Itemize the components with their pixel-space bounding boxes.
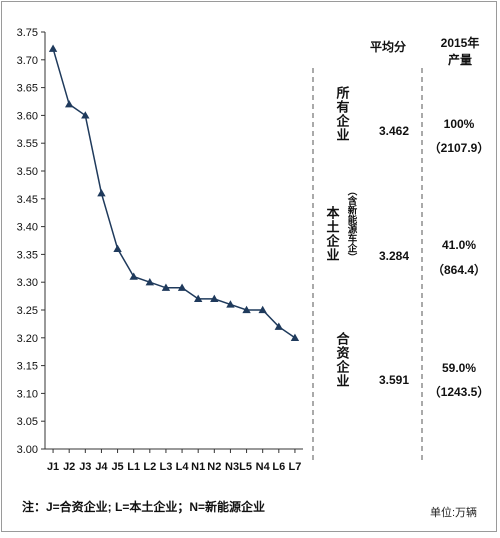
- y-tick-label: 3.15: [17, 361, 38, 373]
- avg-all: 3.462: [379, 124, 409, 138]
- data-point-l7: [290, 333, 300, 341]
- prod-all: （2107.9）: [429, 140, 490, 155]
- y-tick-label: 3.40: [17, 222, 38, 234]
- data-point-l1: [129, 272, 138, 280]
- y-tick-label: 3.05: [17, 416, 38, 428]
- x-tick-label: N1: [191, 461, 205, 473]
- data-point-l6: [274, 322, 284, 330]
- x-tick-label: J1: [47, 461, 59, 473]
- data-point-j5: [113, 244, 122, 252]
- prod-local: （864.4）: [432, 262, 486, 277]
- x-tick-label: L1: [127, 461, 140, 473]
- data-point-l3: [161, 283, 171, 291]
- y-tick-label: 3.00: [17, 444, 38, 456]
- y-tick-label: 3.65: [17, 83, 38, 95]
- series-line: [52, 48, 296, 339]
- avg-jv: 3.591: [379, 373, 409, 387]
- data-point-j2: [64, 100, 74, 108]
- x-tick-label: J4: [95, 461, 108, 473]
- pct-jv: 59.0%: [442, 361, 476, 375]
- x-tick-label: J2: [63, 461, 75, 473]
- footnote: 注：J=合资企业; L=本土企业；N=新能源企业: [22, 499, 265, 514]
- pct-local: 41.0%: [442, 238, 476, 252]
- group-subnote-local: （含新能源车企）: [346, 186, 359, 262]
- x-tick-label: L3: [160, 461, 173, 473]
- data-point-l4: [177, 283, 187, 291]
- group-label-local: 本土企业: [325, 205, 341, 262]
- data-point-n4: [258, 305, 267, 314]
- x-tick-label: L2: [143, 461, 156, 473]
- y-tick-label: 3.55: [17, 138, 38, 150]
- y-tick-label: 3.75: [17, 27, 38, 39]
- series-markers: [48, 44, 300, 341]
- data-point-j4: [97, 189, 106, 197]
- prod-jv: （1243.5）: [429, 384, 490, 399]
- y-tick-label: 3.70: [17, 55, 38, 67]
- x-tick-label: J5: [111, 461, 123, 473]
- x-tick-label: N2: [207, 461, 221, 473]
- data-point-n2: [210, 294, 219, 303]
- x-tick-label: L4: [176, 461, 190, 473]
- y-tick-label: 3.45: [17, 194, 38, 206]
- pct-all: 100%: [444, 117, 475, 131]
- data-point-l5: [242, 305, 251, 314]
- y-tick-label: 3.50: [17, 166, 38, 178]
- x-tick-label: J3: [79, 461, 91, 473]
- x-tick-label: L6: [272, 461, 285, 473]
- data-point-n3: [226, 300, 235, 308]
- y-tick-label: 3.10: [17, 388, 38, 400]
- y-tick-label: 3.25: [17, 305, 38, 317]
- header-year: 2015年: [441, 35, 480, 50]
- x-tick-label: N3L5: [225, 461, 252, 473]
- x-ticks: J1 J2 J3 J4 J5 L1 L2 L3 L4 N1 N2 N3L5 N4 L6 L7: [47, 449, 301, 473]
- data-point-j1: [48, 44, 58, 52]
- unit-label: 单位:万辆: [430, 505, 477, 519]
- y-tick-label: 3.60: [17, 110, 38, 122]
- chart-frame: 3.00 3.05 3.10 3.15 3.20 3.25 3.30 3.35 3.40 3.45…: [1, 1, 497, 532]
- chart-canvas: 3.00 3.05 3.10 3.15 3.20 3.25 3.30 3.35 3.40 3.45…: [17, 27, 490, 519]
- data-point-l2: [145, 278, 155, 286]
- y-tick-label: 3.30: [17, 277, 38, 289]
- y-tick-label: 3.35: [17, 249, 38, 261]
- data-point-j3: [81, 111, 90, 119]
- group-label-jv: 合资企业: [335, 331, 351, 388]
- x-tick-label: L7: [289, 461, 302, 473]
- y-tick-label: 3.20: [17, 333, 38, 345]
- y-ticks: 3.00 3.05 3.10 3.15 3.20 3.25 3.30 3.35 3.40 3.45…: [17, 27, 45, 456]
- avg-local: 3.284: [379, 249, 409, 263]
- data-point-n1: [193, 294, 203, 303]
- group-label-all: 所有企业: [335, 85, 351, 142]
- header-production: 产量: [448, 52, 472, 67]
- header-avg: 平均分: [370, 39, 406, 54]
- x-tick-label: N4: [256, 461, 271, 473]
